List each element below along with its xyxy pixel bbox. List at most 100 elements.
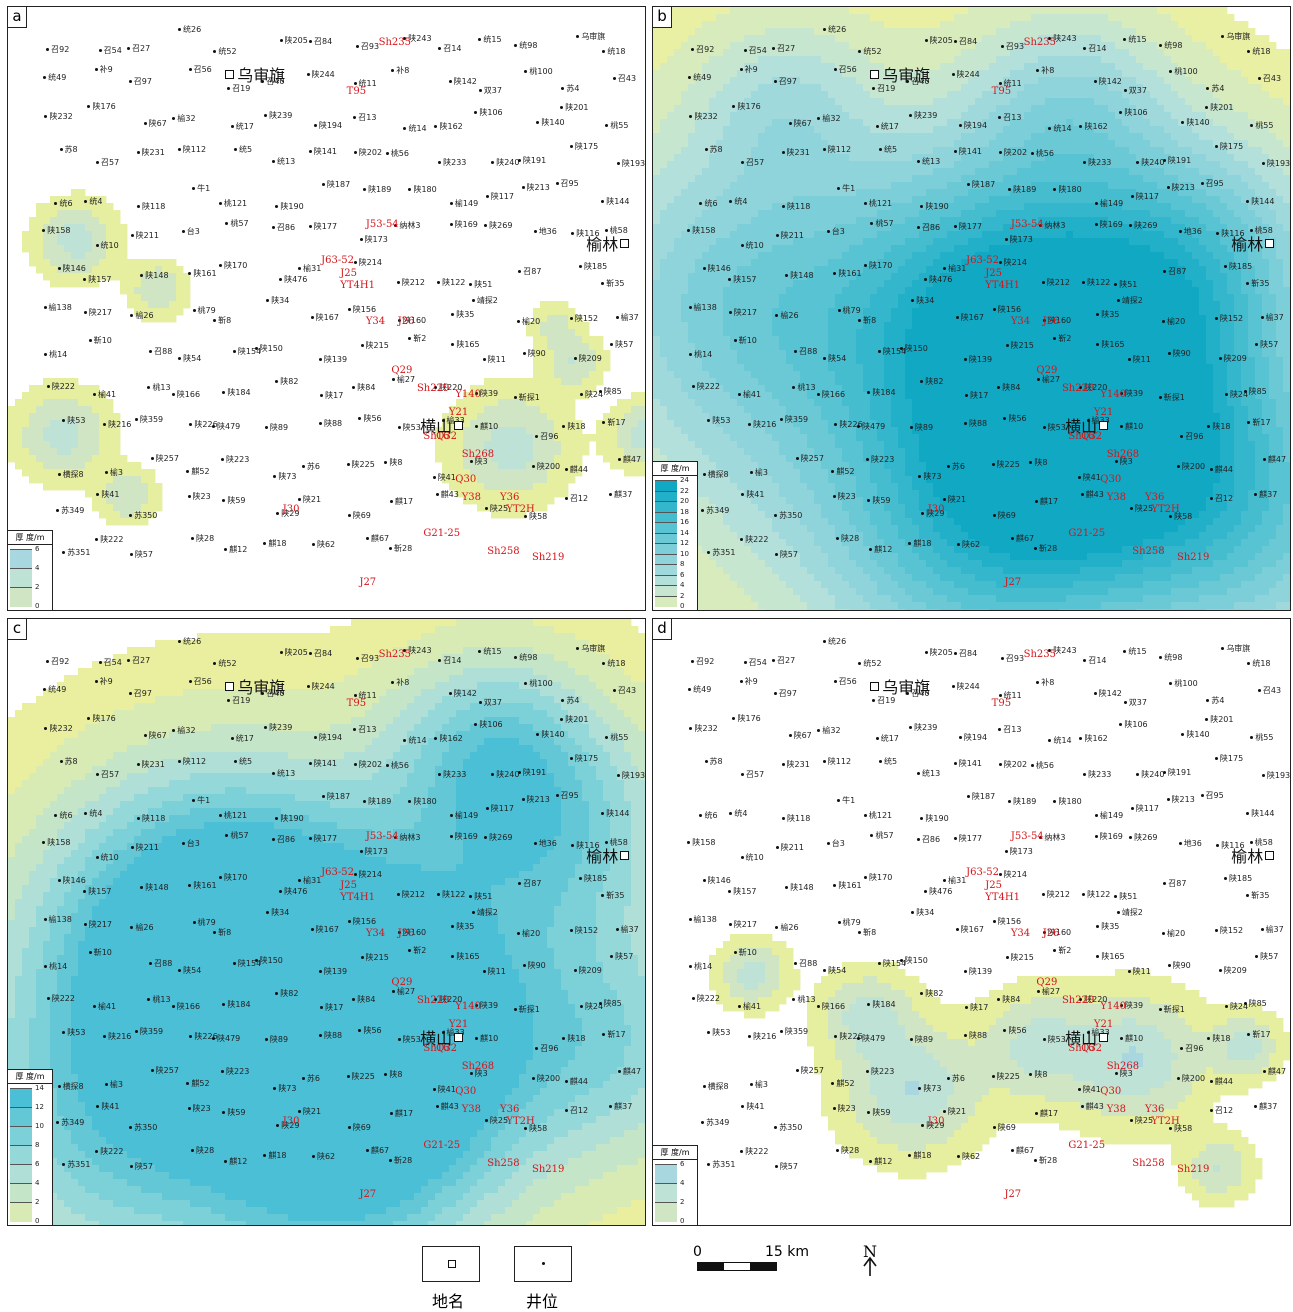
well-label: 麒12 <box>869 544 892 555</box>
well-dot-icon <box>1123 650 1127 654</box>
well-label: 榆31 <box>943 875 966 886</box>
well-label: 补8 <box>391 677 409 688</box>
well-dot-icon <box>62 1163 66 1167</box>
well-dot-icon <box>863 201 867 205</box>
well-label: 榆37 <box>615 312 639 323</box>
well-label: 陕180 <box>408 184 437 195</box>
well-dot-icon <box>192 798 196 802</box>
well-label: 陕216 <box>103 419 131 430</box>
well-dot-icon <box>1003 416 1007 420</box>
well-dot-icon <box>536 121 540 125</box>
well-dot-icon <box>707 551 711 555</box>
well-dot-icon <box>691 48 695 52</box>
well-dot-icon <box>687 229 691 233</box>
well-label: 地36 <box>1178 226 1202 237</box>
well-label: 召12 <box>1209 493 1233 504</box>
well-label: 桃79 <box>192 305 216 316</box>
well-label: 召27 <box>772 43 795 54</box>
well-dot-icon <box>190 1149 194 1153</box>
well-dot-icon <box>347 919 351 923</box>
well-label: 陕112 <box>177 144 206 155</box>
well-label: 榆27 <box>391 374 415 385</box>
well-label: 桃100 <box>1169 678 1198 689</box>
well-dot-icon <box>601 281 605 285</box>
well-label: 陕257 <box>150 1065 179 1076</box>
well-label: 台3 <box>826 838 845 849</box>
well-label: 纳林3 <box>394 220 420 231</box>
well-label: 陕173 <box>359 846 388 857</box>
well-dot-icon <box>858 318 862 322</box>
well-label: 陕239 <box>909 110 937 121</box>
well-label: 麒10 <box>475 1033 498 1044</box>
legend-value: 8 <box>35 1141 39 1149</box>
well-label: 统5 <box>879 144 897 155</box>
well-label: 靳8 <box>858 315 876 326</box>
well-label: 苏8 <box>59 756 78 767</box>
well-label: 陕53 <box>1042 422 1066 433</box>
town-hengshan: 横山 <box>420 1025 466 1049</box>
well-dot-icon <box>817 117 821 121</box>
well-dot-icon <box>448 692 452 696</box>
key-well-label: YT2H <box>506 1116 534 1127</box>
well-dot-icon <box>83 311 87 315</box>
well-dot-icon <box>1206 87 1210 91</box>
well-label: 统11 <box>353 78 377 89</box>
well-dot-icon <box>134 418 138 422</box>
well-dot-icon <box>909 114 913 118</box>
well-dot-icon <box>225 222 229 226</box>
well-dot-icon <box>616 774 620 778</box>
panel-letter-c: c <box>8 619 27 640</box>
well-dot-icon <box>688 918 692 922</box>
well-label: 统14 <box>1048 735 1072 746</box>
well-label: 陕257 <box>150 453 179 464</box>
well-label: 陕239 <box>264 722 292 733</box>
well-dot-icon <box>276 511 280 515</box>
well-label: 靳17 <box>1247 1029 1271 1040</box>
well-label: 陕67 <box>143 730 167 741</box>
well-label: 陕194 <box>313 732 342 743</box>
well-dot-icon <box>604 840 608 844</box>
well-dot-icon <box>562 1036 566 1040</box>
well-label: 榆3 <box>749 467 768 478</box>
well-label: 榆20 <box>1162 928 1185 939</box>
well-label: 麒44 <box>564 464 588 475</box>
well-dot-icon <box>1119 111 1123 115</box>
key-well-label: Sh229 <box>1062 995 1094 1006</box>
well-dot-icon <box>741 493 745 497</box>
well-label: 陕359 <box>134 1026 163 1037</box>
well-label: 靳17 <box>1247 417 1271 428</box>
well-dot-icon <box>1205 717 1209 721</box>
well-dot-icon <box>1120 425 1124 429</box>
well-label: 陕202 <box>998 147 1027 158</box>
legend-value: 14 <box>680 529 689 537</box>
legend-value: 2 <box>35 1198 39 1206</box>
well-dot-icon <box>998 727 1002 731</box>
well-label: 桃13 <box>792 382 816 393</box>
well-label: 陕213 <box>521 182 550 193</box>
well-label: 陕190 <box>275 201 304 212</box>
well-dot-icon <box>171 1004 175 1008</box>
well-label: 陕177 <box>953 833 982 844</box>
well-label: 陕84 <box>352 382 375 393</box>
well-dot-icon <box>1249 840 1253 844</box>
well-dot-icon <box>942 498 946 502</box>
well-dot-icon <box>318 358 322 362</box>
well-label: 陕170 <box>219 260 247 271</box>
well-dot-icon <box>571 843 575 847</box>
key-well-label: Y38 <box>1107 492 1126 503</box>
well-label: 陕216 <box>748 1031 776 1042</box>
well-dot-icon <box>615 315 619 319</box>
well-dot-icon <box>837 920 841 924</box>
well-label: 陕3 <box>1114 1068 1133 1079</box>
legend-swatch <box>10 1088 32 1108</box>
well-label: 靳8 <box>858 927 876 938</box>
well-dot-icon <box>831 1082 835 1086</box>
well-label: 召87 <box>518 266 541 277</box>
well-label: 陕84 <box>997 382 1020 393</box>
well-dot-icon <box>1129 836 1133 840</box>
well-dot-icon <box>385 764 389 768</box>
well-dot-icon <box>857 1036 860 1040</box>
well-dot-icon <box>264 1038 268 1042</box>
well-label: 陕173 <box>1004 234 1033 245</box>
well-label: 陕62 <box>311 1151 335 1162</box>
